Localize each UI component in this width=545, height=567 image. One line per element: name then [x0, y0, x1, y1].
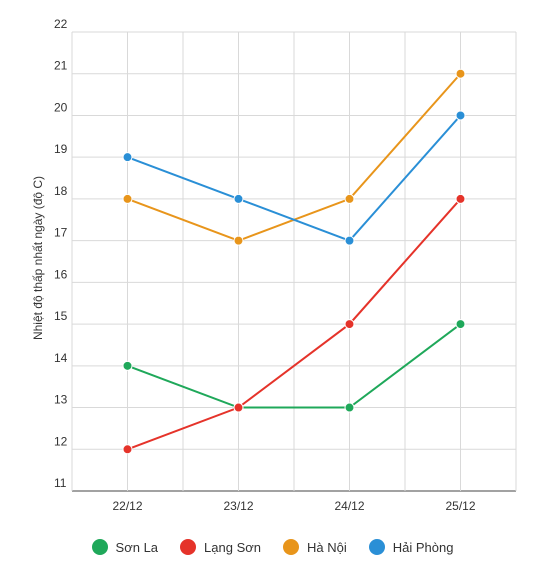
data-point: [122, 360, 133, 371]
y-tick-label: 20: [54, 100, 68, 114]
data-point: [233, 235, 244, 246]
data-point: [455, 110, 466, 121]
x-tick-label: 22/12: [112, 499, 142, 513]
legend-item[interactable]: Lạng Sơn: [180, 539, 261, 555]
data-point: [122, 193, 133, 204]
y-tick-label: 21: [54, 59, 68, 73]
data-point: [122, 444, 133, 455]
data-point: [233, 193, 244, 204]
legend-label: Lạng Sơn: [204, 539, 261, 555]
data-point: [455, 319, 466, 330]
y-tick-label: 19: [54, 142, 68, 156]
grid: [71, 31, 517, 492]
y-tick-label: 14: [54, 351, 68, 365]
x-tick-label: 24/12: [334, 499, 364, 513]
legend-swatch: [180, 539, 197, 555]
series-line: [127, 323, 462, 409]
data-point: [344, 319, 355, 330]
data-point: [455, 68, 466, 79]
series: [122, 68, 466, 455]
legend-swatch: [368, 539, 385, 555]
y-tick-label: 18: [54, 184, 68, 198]
data-point: [233, 402, 244, 413]
data-point: [344, 402, 355, 413]
y-axis-title: Nhiệt độ thấp nhất ngày (độ C): [31, 176, 45, 340]
legend-label: Hải Phòng: [392, 539, 454, 555]
y-tick-label: 15: [54, 309, 68, 323]
legend-label: Hà Nội: [307, 539, 347, 555]
legend-item[interactable]: Hải Phòng: [368, 539, 454, 555]
series-2: [122, 193, 466, 455]
y-tick-label: 22: [54, 17, 68, 31]
data-point: [344, 193, 355, 204]
legend: Sơn La Lạng Sơn Hà Nội Hải Phòng: [0, 535, 545, 559]
y-tick-label: 17: [54, 226, 68, 240]
y-axis-ticks: 11 12 13 14 15 16 17 18 19 20 21 22: [54, 17, 68, 490]
y-tick-label: 12: [54, 434, 68, 448]
legend-label: Sơn La: [115, 539, 159, 555]
series-line: [127, 114, 462, 242]
data-point: [344, 235, 355, 246]
x-tick-label: 25/12: [445, 499, 475, 513]
x-axis-ticks: 22/12 23/12 24/12 25/12: [112, 499, 475, 513]
x-tick-label: 23/12: [223, 499, 253, 513]
data-point: [122, 152, 133, 163]
legend-swatch: [91, 539, 108, 555]
y-tick-label: 16: [54, 267, 68, 281]
legend-item[interactable]: Sơn La: [91, 539, 159, 555]
line-chart: 11 12 13 14 15 16 17 18 19 20 21 22 22/12 23/12 24/12…: [31, 17, 517, 513]
data-point: [455, 193, 466, 204]
legend-item[interactable]: Hà Nội: [283, 539, 347, 555]
series-4: [122, 110, 466, 246]
series-line: [127, 198, 462, 451]
y-tick-label: 11: [54, 476, 67, 490]
y-tick-label: 13: [54, 393, 68, 407]
legend-swatch: [283, 539, 299, 555]
